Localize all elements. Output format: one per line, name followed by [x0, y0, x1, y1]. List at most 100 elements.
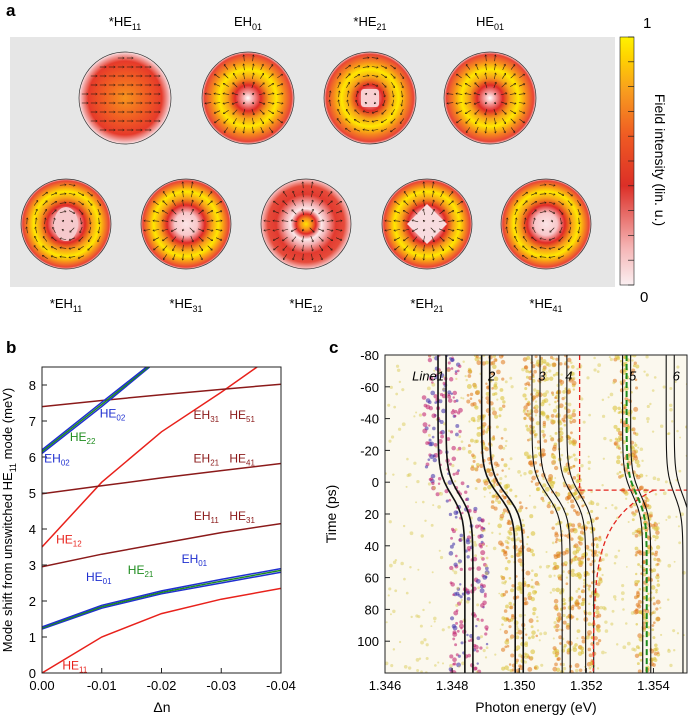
- field-arrow: [371, 110, 379, 114]
- heatmap-speck: [480, 603, 485, 608]
- field-arrowhead: [251, 93, 255, 96]
- field-arrowhead: [292, 258, 295, 261]
- heatmap-speck: [569, 528, 574, 533]
- field-arrowhead: [251, 54, 255, 57]
- heatmap-speck: [585, 583, 589, 587]
- field-arrowhead: [191, 199, 194, 202]
- heatmap-speck: [517, 629, 523, 635]
- field-arrow: [51, 236, 57, 242]
- heatmap-speck: [667, 515, 671, 519]
- field-arrowhead: [441, 190, 444, 194]
- field-arrowhead: [242, 72, 246, 75]
- field-arrowhead: [233, 63, 236, 67]
- heatmap-speck: [651, 552, 655, 556]
- heatmap-speck: [459, 600, 462, 604]
- annotation-subscript: 02: [61, 458, 70, 467]
- heatmap-speck: [457, 446, 462, 451]
- heatmap-speck: [553, 621, 557, 625]
- heatmap-speck: [551, 460, 556, 465]
- field-arrowhead: [79, 230, 82, 234]
- field-arrow: [251, 108, 255, 116]
- heatmap-speck: [502, 508, 507, 513]
- field-arrow: [242, 81, 246, 89]
- heatmap-speck: [637, 530, 641, 535]
- heatmap-speck: [649, 402, 652, 406]
- field-arrow: [362, 83, 370, 87]
- heatmap-speck: [607, 396, 610, 399]
- heatmap-speck: [392, 648, 396, 651]
- field-arrow: [494, 126, 496, 134]
- heatmap-speck: [479, 646, 483, 650]
- heatmap-speck: [467, 374, 472, 378]
- heatmap-speck: [642, 616, 647, 621]
- field-arrowhead: [242, 54, 246, 57]
- field-arrow: [484, 108, 488, 116]
- heatmap-speck: [410, 615, 413, 619]
- field-arrowhead: [158, 83, 161, 87]
- heatmap-speck: [476, 418, 480, 423]
- mode-label-subscript: 01: [494, 22, 504, 32]
- heatmap-speck: [526, 411, 530, 415]
- y-tick-label: 80: [365, 602, 379, 617]
- field-arrow: [392, 90, 394, 98]
- field-arrow: [509, 93, 517, 95]
- heatmap-speck: [534, 414, 538, 417]
- heatmap-speck: [577, 485, 582, 491]
- field-arrow: [182, 235, 184, 243]
- field-arrow: [456, 229, 464, 231]
- heatmap-speck: [484, 360, 489, 365]
- field-arrowhead: [362, 128, 365, 132]
- field-arrow: [310, 235, 314, 243]
- field-arrowhead: [131, 74, 134, 78]
- heatmap-speck: [595, 543, 599, 547]
- heatmap-speck: [523, 660, 528, 664]
- heatmap-speck: [453, 414, 457, 418]
- fitted-line: [437, 355, 466, 673]
- field-arrowhead: [282, 248, 285, 251]
- field-arrowhead: [465, 73, 468, 76]
- heatmap-speck: [510, 653, 515, 658]
- heatmap-speck: [496, 473, 499, 476]
- mode-label-base: HE: [534, 296, 552, 311]
- annotation-base: HE: [229, 509, 246, 523]
- heatmap-speck: [574, 663, 580, 668]
- heatmap-speck: [474, 487, 478, 490]
- field-arrow: [223, 83, 229, 87]
- field-arrowhead: [392, 85, 395, 89]
- heatmap-speck: [566, 357, 572, 363]
- heatmap-speck: [554, 662, 558, 667]
- heatmap-speck: [506, 644, 510, 648]
- heatmap-speck: [505, 604, 509, 609]
- heatmap-speck: [667, 432, 671, 435]
- heatmap-speck: [451, 624, 457, 629]
- heatmap-speck: [405, 591, 409, 595]
- heatmap-speck: [559, 591, 563, 595]
- field-arrow: [233, 63, 237, 71]
- heatmap-speck: [537, 379, 541, 383]
- heatmap-speck: [574, 528, 578, 531]
- field-arrow: [345, 64, 351, 70]
- field-arrow: [272, 220, 280, 222]
- heatmap-speck: [542, 422, 547, 427]
- field-arrowhead: [34, 217, 38, 220]
- field-arrowhead: [87, 248, 90, 251]
- heatmap-speck: [456, 369, 460, 373]
- heatmap-speck: [518, 653, 522, 658]
- field-arrow: [43, 209, 47, 215]
- heatmap-speck: [534, 590, 538, 594]
- field-arrow: [393, 210, 401, 214]
- heatmap-speck: [645, 474, 648, 477]
- field-arrowhead: [204, 92, 207, 96]
- fitted-line: [622, 355, 644, 673]
- field-arrow: [347, 90, 349, 98]
- heatmap-speck: [482, 527, 486, 531]
- field-arrow: [223, 127, 229, 133]
- heatmap-speck: [538, 565, 542, 569]
- field-arrow: [391, 82, 395, 88]
- heatmap-speck: [503, 629, 509, 635]
- field-arrowhead: [113, 119, 116, 123]
- field-arrowhead: [485, 101, 488, 105]
- heatmap-speck: [574, 643, 578, 647]
- heatmap-speck: [540, 663, 544, 667]
- field-arrowhead: [181, 199, 185, 202]
